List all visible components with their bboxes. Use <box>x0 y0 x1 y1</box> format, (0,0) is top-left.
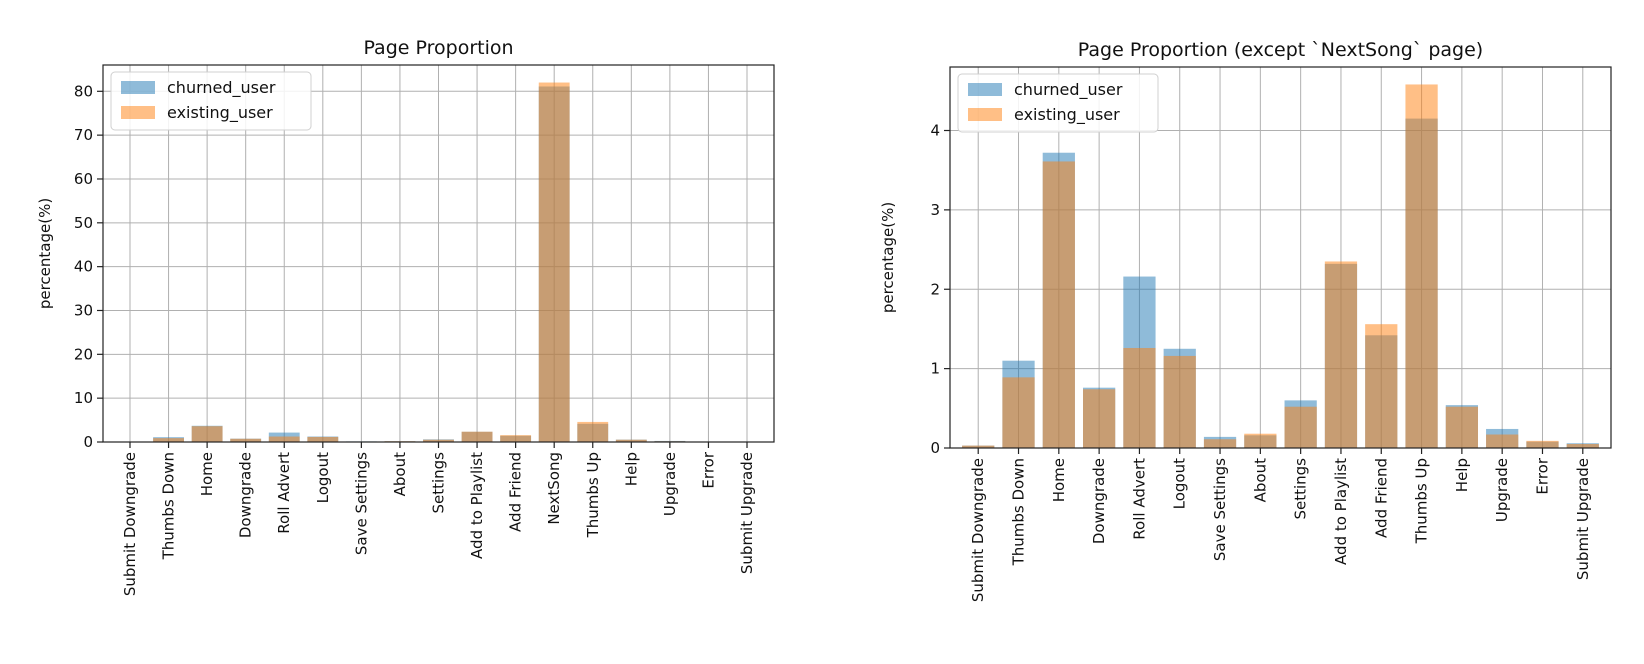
bar-existing-user <box>1002 377 1035 448</box>
bar-existing-user <box>1526 440 1559 448</box>
x-tick-label: Upgrade <box>661 452 679 516</box>
y-tick-label: 0 <box>930 439 940 457</box>
legend-swatch <box>121 106 155 119</box>
x-tick-label: Submit Downgrade <box>969 458 987 602</box>
bar-existing-user <box>268 436 300 442</box>
y-tick-label: 40 <box>74 258 93 276</box>
bar-existing-user <box>1284 406 1317 448</box>
legend-label: existing_user <box>1014 105 1120 125</box>
x-tick-label: Add to Playlist <box>468 452 486 559</box>
x-tick-label: Error <box>1533 457 1551 494</box>
x-tick-label: Logout <box>1171 458 1189 509</box>
bar-existing-user <box>1445 406 1478 448</box>
y-tick-label: 80 <box>74 82 93 100</box>
bar-existing-user <box>500 435 532 442</box>
bar-existing-user <box>1163 355 1196 448</box>
y-axis-label: percentage(%) <box>879 202 897 313</box>
x-tick-label: Help <box>622 452 640 486</box>
chart-title: Page Proportion <box>363 37 513 59</box>
bar-existing-user <box>538 82 570 442</box>
legend-label: existing_user <box>167 103 273 123</box>
x-tick-label: Downgrade <box>1090 458 1108 544</box>
bar-existing-user <box>1123 347 1156 448</box>
x-tick-label: Home <box>198 452 216 496</box>
y-tick-label: 1 <box>930 360 940 378</box>
x-tick-label: Settings <box>1292 458 1310 520</box>
y-tick-label: 0 <box>83 433 93 451</box>
y-axis-label: percentage(%) <box>36 198 54 309</box>
y-tick-label: 30 <box>74 301 93 319</box>
legend-swatch <box>968 108 1002 121</box>
bar-existing-user <box>1244 433 1277 448</box>
x-tick-label: Thumbs Down <box>160 452 178 560</box>
bar-existing-user <box>1486 434 1519 448</box>
y-tick-label: 70 <box>74 126 93 144</box>
bar-existing-user <box>1324 261 1358 448</box>
x-tick-label: Help <box>1453 458 1471 492</box>
x-tick-label: Add Friend <box>1372 458 1390 538</box>
bar-existing-user <box>230 438 262 442</box>
x-tick-label: Error <box>699 451 717 488</box>
bar-existing-user <box>1042 161 1075 449</box>
bar-existing-user <box>461 431 493 442</box>
x-tick-label: Settings <box>430 452 448 514</box>
y-tick-label: 4 <box>930 122 940 140</box>
y-tick-label: 10 <box>74 389 93 407</box>
x-tick-label: Downgrade <box>237 452 255 538</box>
bar-existing-user <box>1203 439 1237 448</box>
x-tick-label: Home <box>1050 458 1068 502</box>
legend-swatch <box>968 83 1002 96</box>
bar-existing-user <box>577 421 609 442</box>
bar-existing-user <box>153 438 184 442</box>
x-tick-label: Add Friend <box>507 452 525 532</box>
y-tick-label: 2 <box>930 280 940 298</box>
legend-box <box>110 71 312 131</box>
bar-existing-user <box>191 426 223 442</box>
x-tick-label: Upgrade <box>1493 458 1511 522</box>
x-tick-label: Save Settings <box>352 452 370 555</box>
x-tick-label: Submit Downgrade <box>121 452 139 596</box>
x-tick-label: Roll Advert <box>275 452 293 534</box>
legend: churned_user existing_user <box>957 73 1159 133</box>
x-tick-label: Submit Upgrade <box>1574 458 1592 580</box>
x-tick-label: About <box>1251 458 1269 502</box>
legend-box <box>957 73 1159 133</box>
bar-existing-user <box>615 439 647 442</box>
legend-label: churned_user <box>167 78 276 98</box>
x-tick-label: Thumbs Up <box>584 452 602 538</box>
x-tick-label: About <box>391 452 409 496</box>
chart-1: Page Proportion 0 10 20 30 40 50 60 70 80 Submit D… <box>36 37 775 596</box>
legend-swatch <box>121 81 155 94</box>
legend: churned_user existing_user <box>110 71 312 131</box>
bar-existing-user <box>1365 324 1398 448</box>
x-tick-label: Add to Playlist <box>1332 458 1350 565</box>
legend-label: churned_user <box>1014 80 1123 100</box>
bar-existing-user <box>1566 444 1599 448</box>
x-tick-label: Thumbs Down <box>1010 458 1028 566</box>
y-tick-label: 20 <box>74 345 93 363</box>
x-tick-label: Submit Upgrade <box>738 452 756 574</box>
y-tick-label: 60 <box>74 170 93 188</box>
x-tick-label: NextSong <box>545 452 563 525</box>
chart-title: Page Proportion (except `NextSong` page) <box>1078 39 1483 61</box>
bar-existing-user <box>1083 389 1116 448</box>
y-tick-label: 50 <box>74 214 93 232</box>
x-tick-label: Thumbs Up <box>1413 458 1431 544</box>
bar-existing-user <box>962 445 995 448</box>
bar-existing-user <box>307 436 339 442</box>
bar-existing-user <box>1405 84 1438 449</box>
bar-existing-user <box>423 439 454 442</box>
y-tick-label: 3 <box>930 201 940 219</box>
x-tick-label: Roll Advert <box>1130 458 1148 540</box>
x-tick-label: Save Settings <box>1211 458 1229 561</box>
x-tick-label: Logout <box>314 452 332 503</box>
chart-2: Page Proportion (except `NextSong` page)… <box>879 39 1612 602</box>
plot-frame <box>949 66 1612 449</box>
